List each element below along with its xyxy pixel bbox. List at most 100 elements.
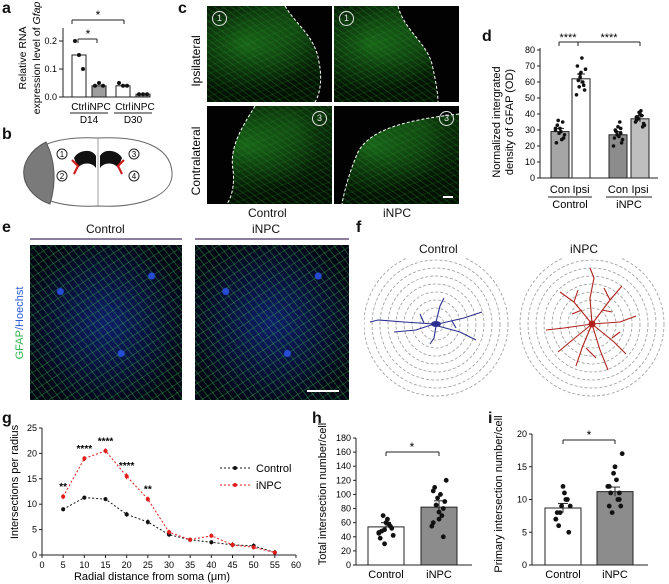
panel-h-sig: *: [410, 440, 415, 454]
panel-f-col-control: Control: [419, 242, 458, 256]
panel-d-bar-label-1: Ipsi: [572, 184, 589, 196]
panel-g-ytick-label: 15: [27, 474, 37, 484]
panel-h-point: [380, 513, 386, 519]
panel-f-ring: [395, 283, 477, 365]
panel-d-tick-label: 60: [525, 77, 535, 87]
panel-f-ring: [364, 258, 509, 397]
panel-d-point: [583, 67, 588, 71]
panel-d-ylabel-2: density of GFAP (OD): [504, 69, 516, 175]
panel-d-point: [577, 85, 581, 89]
panel-g-ytick-label: 5: [32, 525, 37, 535]
panel-f-inpc-soma: [588, 320, 596, 328]
panel-c-region-3a: 3: [312, 111, 327, 126]
panel-g-sig-4: **: [144, 485, 152, 496]
panel-c-region-1b: 1: [339, 11, 354, 26]
panel-h-bar-1: [420, 506, 458, 566]
panel-i-point: [616, 490, 622, 496]
panel-b-brain-schematic: 1 2 3 4: [23, 137, 173, 207]
panel-a-tick-2: 0.2: [44, 36, 57, 46]
panel-i-point: [614, 477, 619, 483]
panel-i-point: [606, 503, 612, 509]
panel-c-image-ipsi-inpc: 1: [334, 6, 459, 102]
panel-letter-a: a: [2, 0, 11, 17]
panel-g-point: [103, 497, 108, 502]
panel-g-xtick-label: 35: [185, 560, 195, 570]
panel-g-axes: 0 5 10 15 20 25 0 5 10 15 20 25 30 35 40 45 50 55 60: [27, 423, 301, 570]
panel-c-region-1a: 1: [212, 11, 227, 26]
panel-e-col-inpc: iNPC: [252, 222, 281, 236]
panel-d-point: [619, 141, 624, 145]
panel-c-row-contralateral: Contralateral: [189, 127, 203, 196]
panel-h-tick-label: 20: [341, 546, 351, 556]
panel-g-xtick-label: 30: [164, 560, 174, 570]
panel-d-point: [562, 133, 567, 137]
panel-i-point: [611, 470, 616, 476]
panel-i-point: [605, 484, 611, 489]
panel-d-point: [615, 133, 619, 137]
panel-h-point: [390, 532, 396, 538]
panel-d-tick-label: 0: [530, 173, 535, 183]
panel-d-tick-label: 80: [525, 45, 535, 55]
panel-h-point: [438, 492, 443, 497]
panel-g-point: [272, 550, 277, 555]
panel-g-xtick-label: 50: [249, 560, 259, 570]
panel-f-sholl: [364, 258, 665, 397]
panel-a-sig-1: *: [86, 27, 91, 41]
panel-h-point: [436, 509, 442, 515]
panel-f-col-inpc: iNPC: [570, 242, 599, 256]
panel-g-line-1: [62, 450, 275, 553]
panel-i-cat-inpc: iNPC: [602, 569, 628, 581]
panel-i-tick-label: 20: [517, 429, 527, 439]
panel-b-region-3: 3: [132, 150, 137, 159]
panel-d-point: [575, 64, 580, 68]
panel-e-bar-control: [30, 238, 182, 240]
panel-h-tick-label: 40: [341, 532, 351, 542]
panel-letter-g: g: [2, 410, 12, 427]
panel-h-point: [430, 488, 436, 494]
panel-h-point: [386, 521, 392, 527]
panel-d-tick-label: 70: [525, 61, 535, 71]
panel-f-ring: [535, 267, 649, 381]
panel-c-image-contra-control: 3: [207, 106, 332, 204]
panel-g-sig-0: **: [59, 482, 67, 493]
panel-e-image-inpc: [195, 245, 349, 400]
panel-g-point: [145, 497, 150, 502]
panel-a-point: [73, 39, 77, 43]
panel-d-group-control: Control: [552, 199, 587, 211]
panel-g-legend-inpc: iNPC: [256, 480, 282, 492]
panel-i-tick-label: 0: [522, 560, 527, 570]
panel-d-point: [559, 129, 563, 134]
panel-g-point: [82, 456, 87, 461]
panel-h-tick-label: 140: [336, 461, 351, 471]
panel-a-point: [125, 83, 129, 88]
panel-f-ring: [371, 259, 501, 389]
panel-i-cat-control: Control: [545, 569, 580, 581]
panel-e-bar-inpc: [195, 238, 349, 240]
panel-i-point: [556, 523, 562, 529]
panel-i-point: [618, 503, 624, 509]
panel-a-tick-0: 0.0: [44, 92, 57, 102]
panel-a-chart: Relative RNA expression level of Gfap 0.…: [17, 2, 155, 124]
panel-h-point: [382, 541, 387, 547]
panel-d-sig-1: ****: [559, 32, 577, 44]
panel-b-region-4: 4: [132, 172, 137, 181]
panel-h-point: [436, 516, 442, 522]
panel-d-point: [574, 93, 579, 97]
panel-d-point: [576, 78, 581, 83]
panel-a-point: [81, 67, 85, 71]
panel-f-ring: [567, 299, 617, 349]
panel-d-point: [614, 129, 618, 134]
panel-c-col-control: Control: [248, 206, 287, 220]
panel-letter-d: d: [482, 28, 492, 45]
panel-i-point: [553, 516, 559, 522]
panel-g-sig: ****************: [59, 436, 152, 495]
panel-c-image-contra-inpc: 3: [334, 106, 459, 204]
panel-f-ring: [527, 259, 657, 389]
panel-h-ylabel: Total intersection number/cell: [317, 423, 329, 565]
panel-h-point: [439, 513, 445, 519]
panel-a-day-0: D14: [80, 115, 99, 124]
panel-d-sig-2: ****: [600, 32, 618, 44]
panel-g-ytick-label: 0: [32, 550, 37, 560]
panel-g-point: [61, 494, 66, 499]
panel-a-group-1: iNPC: [87, 102, 110, 113]
